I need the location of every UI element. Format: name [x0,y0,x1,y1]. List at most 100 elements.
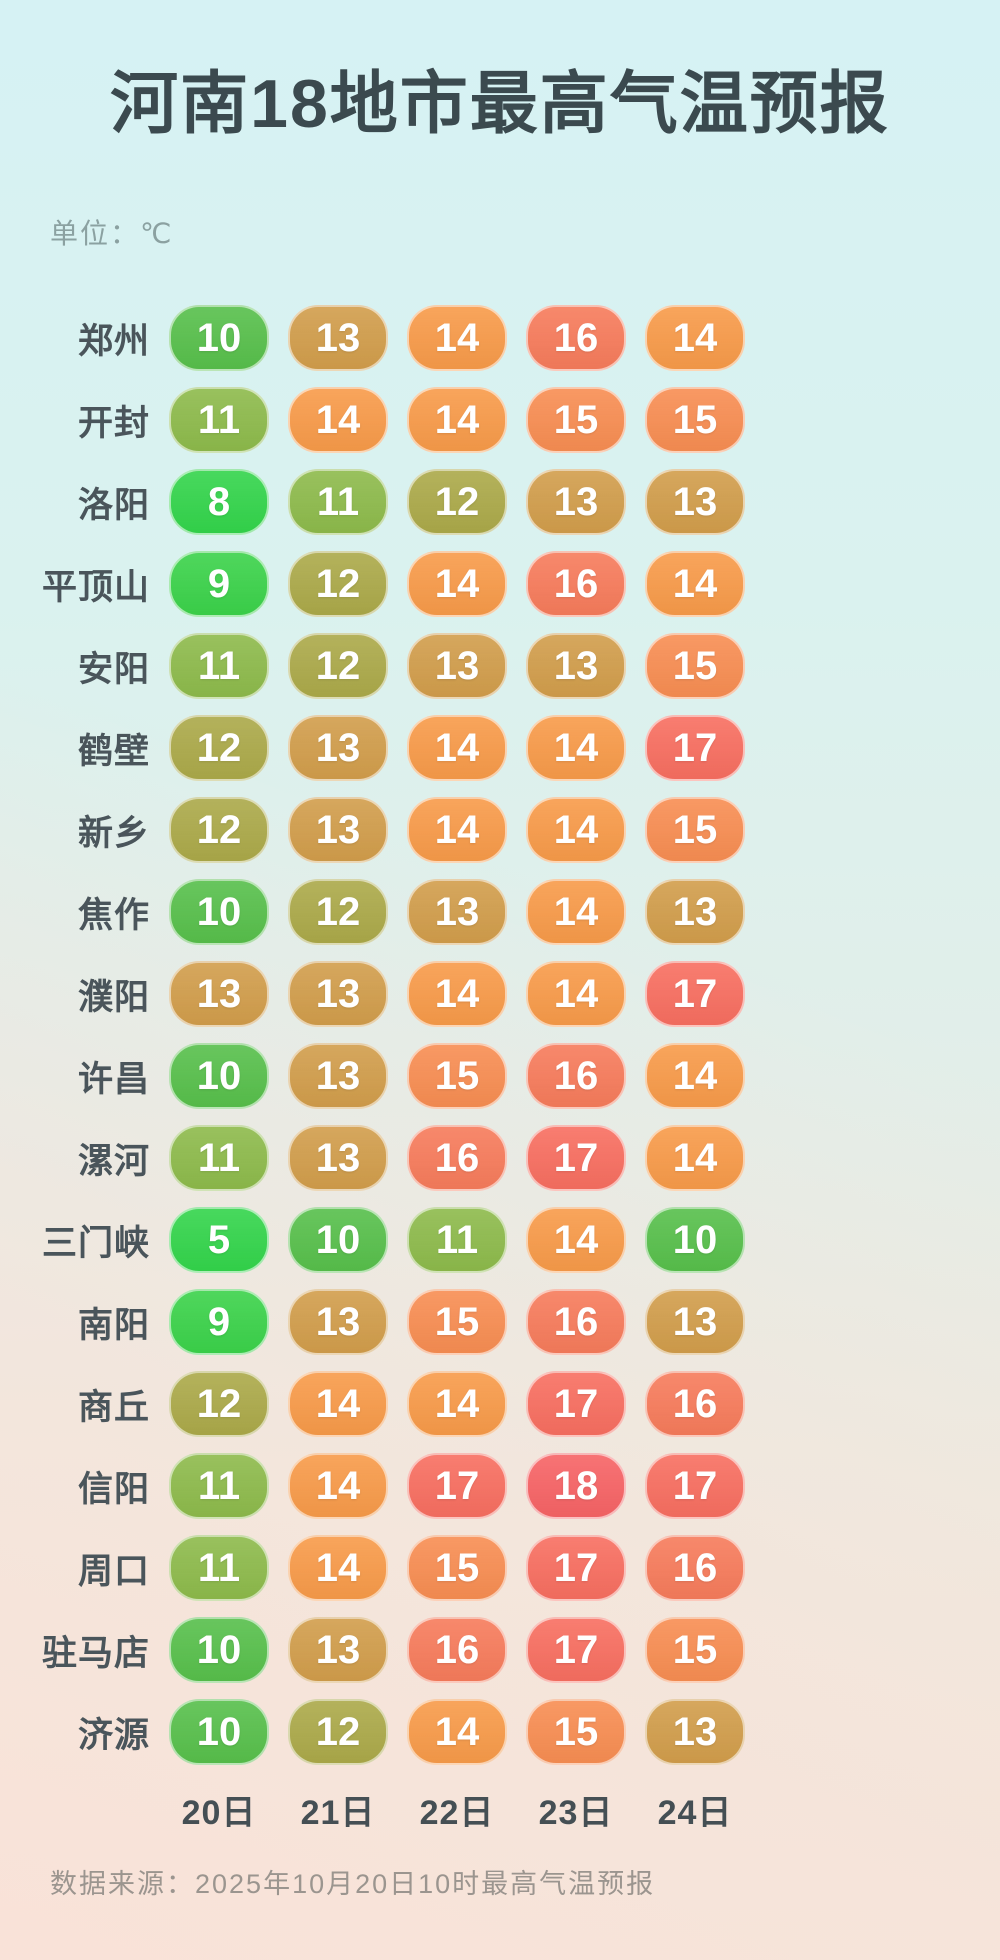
temp-cell: 14 [526,797,626,863]
temp-cell: 16 [526,1043,626,1109]
temp-cell: 14 [526,715,626,781]
temp-cell: 14 [407,1699,507,1765]
temp-cell: 14 [407,387,507,453]
temp-cell: 15 [645,1617,745,1683]
city-label: 三门峡 [41,1223,150,1263]
date-label: 22日 [419,1794,495,1832]
table-row: 新乡 12 13 14 14 15 [0,789,1000,871]
table-row: 漯河 11 13 16 17 14 [0,1117,1000,1199]
temp-cell: 15 [407,1289,507,1355]
temp-cell: 13 [288,1043,388,1109]
temp-cell: 10 [169,1043,269,1109]
city-label: 商丘 [77,1387,150,1427]
city-label: 鹤壁 [77,731,150,771]
unit-label: 单位：℃ [50,218,174,249]
temp-cell: 17 [526,1617,626,1683]
date-label: 21日 [300,1794,376,1832]
temp-cell: 14 [407,797,507,863]
temp-cell: 14 [645,305,745,371]
page-title: 河南18地市最高气温预报 [110,66,890,142]
temp-cell: 14 [288,1535,388,1601]
temp-cell: 10 [169,1617,269,1683]
temp-cell: 15 [645,387,745,453]
temp-cell: 15 [407,1535,507,1601]
temp-cell: 15 [526,1699,626,1765]
temp-cell: 13 [288,305,388,371]
temp-cell: 17 [526,1371,626,1437]
temp-cell: 16 [645,1535,745,1601]
temperature-table: 郑州 10 13 14 16 14 开封 11 14 14 15 15 洛阳 8 11 12 13 13 平顶山 9 1… [0,297,1000,1773]
city-label: 新乡 [77,813,150,853]
temp-cell: 12 [288,1699,388,1765]
city-label: 开封 [77,403,150,443]
temp-cell: 16 [407,1617,507,1683]
temp-cell: 11 [169,387,269,453]
city-label: 济源 [77,1715,150,1755]
temp-cell: 17 [645,1453,745,1519]
temp-cell: 13 [407,633,507,699]
data-source: 数据来源：2025年10月20日10时最高气温预报 [50,1869,656,1899]
table-row: 郑州 10 13 14 16 14 [0,297,1000,379]
temp-cell: 16 [645,1371,745,1437]
table-row: 三门峡 5 10 11 14 10 [0,1199,1000,1281]
temp-cell: 13 [526,633,626,699]
city-label: 焦作 [77,895,150,935]
temp-cell: 14 [288,387,388,453]
temp-cell: 12 [288,551,388,617]
temp-cell: 13 [645,1289,745,1355]
temp-cell: 17 [407,1453,507,1519]
temp-cell: 14 [645,1043,745,1109]
city-label: 漯河 [77,1141,150,1181]
city-label: 许昌 [77,1059,150,1099]
temp-cell: 14 [526,1207,626,1273]
temp-cell: 13 [645,879,745,945]
temp-cell: 17 [526,1535,626,1601]
city-label: 周口 [77,1551,150,1591]
temp-cell: 15 [407,1043,507,1109]
table-row: 安阳 11 12 13 13 15 [0,625,1000,707]
table-row: 许昌 10 13 15 16 14 [0,1035,1000,1117]
temp-cell: 13 [645,1699,745,1765]
temp-cell: 13 [288,797,388,863]
date-label: 24日 [657,1794,733,1832]
table-row: 平顶山 9 12 14 16 14 [0,543,1000,625]
temp-cell: 10 [169,305,269,371]
table-row: 焦作 10 12 13 14 13 [0,871,1000,953]
city-label: 安阳 [77,649,150,689]
city-label: 郑州 [77,321,150,361]
table-row: 周口 11 14 15 17 16 [0,1527,1000,1609]
temp-cell: 14 [526,879,626,945]
temp-cell: 14 [645,551,745,617]
temp-cell: 14 [288,1371,388,1437]
temp-cell: 13 [288,1617,388,1683]
date-label: 20日 [181,1794,257,1832]
temp-cell: 14 [288,1453,388,1519]
temp-cell: 9 [169,551,269,617]
date-label: 23日 [538,1794,614,1832]
temp-cell: 15 [526,387,626,453]
temp-cell: 14 [407,961,507,1027]
table-row: 商丘 12 14 14 17 16 [0,1363,1000,1445]
temp-cell: 10 [169,1699,269,1765]
table-row: 济源 10 12 14 15 13 [0,1691,1000,1773]
temp-cell: 13 [288,715,388,781]
temp-cell: 14 [407,551,507,617]
temp-cell: 15 [645,797,745,863]
city-label: 平顶山 [41,567,150,607]
temp-cell: 18 [526,1453,626,1519]
temp-cell: 13 [288,1125,388,1191]
table-row: 洛阳 8 11 12 13 13 [0,461,1000,543]
temp-cell: 14 [645,1125,745,1191]
temp-cell: 14 [407,715,507,781]
table-row: 驻马店 10 13 16 17 15 [0,1609,1000,1691]
temp-cell: 14 [407,1371,507,1437]
temp-cell: 10 [169,879,269,945]
table-row: 开封 11 14 14 15 15 [0,379,1000,461]
temp-cell: 14 [407,305,507,371]
temp-cell: 13 [169,961,269,1027]
temp-cell: 12 [169,797,269,863]
table-row: 信阳 11 14 17 18 17 [0,1445,1000,1527]
temp-cell: 12 [407,469,507,535]
temp-cell: 12 [288,879,388,945]
